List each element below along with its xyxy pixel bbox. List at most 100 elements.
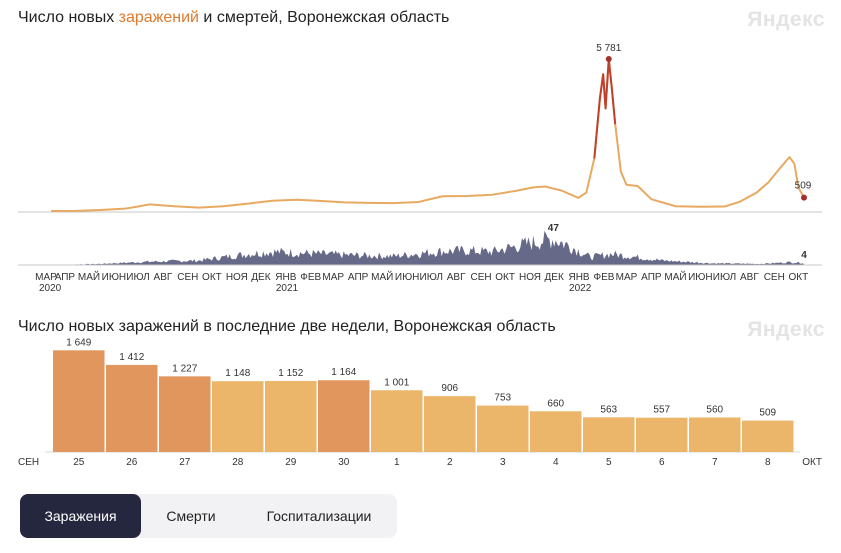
bar-value-label: 563 bbox=[600, 404, 617, 415]
bar bbox=[636, 417, 688, 452]
month-tick-label: АВГ bbox=[154, 272, 173, 283]
tab-deaths[interactable]: Смерти bbox=[166, 508, 216, 524]
bar-category-label: 8 bbox=[765, 457, 771, 468]
month-tick-label: СЕН bbox=[764, 272, 785, 283]
bar bbox=[689, 417, 741, 452]
month-tick-label: ИЮН bbox=[102, 272, 127, 283]
month-tick-label: АПР bbox=[55, 272, 76, 283]
bar-category-label: 5 bbox=[606, 457, 612, 468]
cases-last-point bbox=[801, 194, 807, 201]
month-tick-label: ФЕВ bbox=[593, 272, 614, 283]
month-tick-label: ИЮЛ bbox=[126, 272, 149, 283]
bar-value-label: 1 152 bbox=[278, 368, 303, 379]
month-tick-label: ЯНВ bbox=[275, 272, 296, 283]
month-tick-label: ДЕК bbox=[545, 272, 564, 283]
year-label: 2021 bbox=[276, 283, 299, 294]
deaths-peak-label: 47 bbox=[548, 223, 560, 234]
cases-peak-point bbox=[605, 56, 612, 62]
bar bbox=[742, 420, 794, 452]
bar bbox=[159, 376, 211, 452]
month-tick-label: СЕН bbox=[177, 272, 198, 283]
bar-value-label: 557 bbox=[653, 405, 670, 416]
bar-category-label: 6 bbox=[659, 457, 665, 468]
bar-category-label: 29 bbox=[285, 457, 297, 468]
bar-category-label: 7 bbox=[712, 457, 718, 468]
bar-category-label: 4 bbox=[553, 457, 559, 468]
month-tick-label: МАР bbox=[35, 272, 57, 283]
month-tick-label: ЯНВ bbox=[568, 272, 589, 283]
month-tick-label: ИЮН bbox=[395, 272, 420, 283]
bar bbox=[212, 381, 264, 452]
month-tick-label: АПР bbox=[348, 272, 369, 283]
month-tick-label: ИЮН bbox=[688, 272, 713, 283]
bar-value-label: 1 412 bbox=[119, 352, 144, 363]
bar bbox=[265, 380, 317, 452]
bar bbox=[53, 350, 105, 452]
bar bbox=[318, 380, 370, 452]
month-tick-label: МАЙ bbox=[78, 270, 100, 283]
bar-value-label: 660 bbox=[547, 398, 564, 409]
top-chart-title: Число новых заражений и смертей, Воронеж… bbox=[18, 9, 449, 27]
bar bbox=[477, 405, 529, 452]
bar-left-month: СЕН bbox=[18, 457, 39, 468]
bar bbox=[583, 417, 635, 452]
bar-value-label: 509 bbox=[759, 408, 776, 419]
bar-category-label: 2 bbox=[447, 457, 453, 468]
top-chart-title-prefix: Число новых bbox=[18, 9, 119, 26]
month-tick-label: АВГ bbox=[740, 272, 759, 283]
month-tick-label: ДЕК bbox=[251, 272, 270, 283]
month-tick-label: АВГ bbox=[447, 272, 466, 283]
bar-value-label: 560 bbox=[706, 404, 723, 415]
bar-value-label: 1 001 bbox=[384, 377, 409, 388]
month-tick-label: ОКТ bbox=[202, 272, 222, 283]
bar-value-label: 1 148 bbox=[225, 368, 250, 379]
month-tick-label: НОЯ bbox=[226, 272, 248, 283]
bar bbox=[530, 411, 582, 452]
year-label: 2020 bbox=[39, 283, 62, 294]
cases-last-label: 509 bbox=[795, 181, 812, 192]
bar-category-label: 3 bbox=[500, 457, 506, 468]
month-tick-label: СЕН bbox=[470, 272, 491, 283]
bar-category-label: 1 bbox=[394, 457, 400, 468]
bar-value-label: 1 227 bbox=[172, 363, 197, 374]
bar-value-label: 1 164 bbox=[331, 367, 356, 378]
bar bbox=[371, 390, 423, 452]
year-label: 2022 bbox=[569, 283, 592, 294]
metric-tabs: Заражения Смерти Госпитализации bbox=[20, 494, 397, 538]
cases-peak-segment bbox=[593, 58, 617, 159]
cases-peak-label: 5 781 bbox=[596, 43, 621, 54]
bar-value-label: 1 649 bbox=[66, 337, 91, 348]
yandex-logo-2: Яндекс bbox=[747, 318, 825, 341]
month-tick-label: ОКТ bbox=[495, 272, 515, 283]
tab-hospitalizations[interactable]: Госпитализации bbox=[266, 508, 372, 524]
month-tick-label: ИЮЛ bbox=[420, 272, 443, 283]
month-tick-label: АПР bbox=[641, 272, 662, 283]
bar-category-label: 27 bbox=[179, 457, 191, 468]
bar-value-label: 753 bbox=[494, 393, 511, 404]
bar-value-label: 906 bbox=[441, 383, 458, 394]
top-chart-title-suffix: и смертей, Воронежская область bbox=[198, 9, 450, 26]
bar bbox=[424, 396, 476, 452]
bar-category-label: 30 bbox=[338, 457, 350, 468]
deaths-area bbox=[40, 230, 804, 265]
bar-category-label: 28 bbox=[232, 457, 244, 468]
month-tick-label: ОКТ bbox=[789, 272, 809, 283]
yandex-logo: Яндекс bbox=[747, 8, 825, 31]
bottom-chart-title: Число новых заражений в последние две не… bbox=[18, 318, 556, 335]
bar bbox=[106, 364, 158, 452]
deaths-last-label: 4 bbox=[801, 250, 807, 261]
tab-infections[interactable]: Заражения bbox=[20, 494, 141, 538]
month-tick-label: МАЙ bbox=[664, 270, 686, 283]
cases-line bbox=[51, 58, 805, 212]
month-tick-label: МАЙ bbox=[371, 270, 393, 283]
bar-category-label: 26 bbox=[126, 457, 138, 468]
bar-right-month: ОКТ bbox=[802, 457, 822, 468]
bar-category-label: 25 bbox=[73, 457, 85, 468]
top-chart-title-accent: заражений bbox=[118, 9, 199, 26]
month-tick-label: МАР bbox=[616, 272, 638, 283]
month-tick-label: ФЕВ bbox=[300, 272, 321, 283]
month-tick-label: МАР bbox=[322, 272, 344, 283]
month-tick-label: ИЮЛ bbox=[713, 272, 736, 283]
